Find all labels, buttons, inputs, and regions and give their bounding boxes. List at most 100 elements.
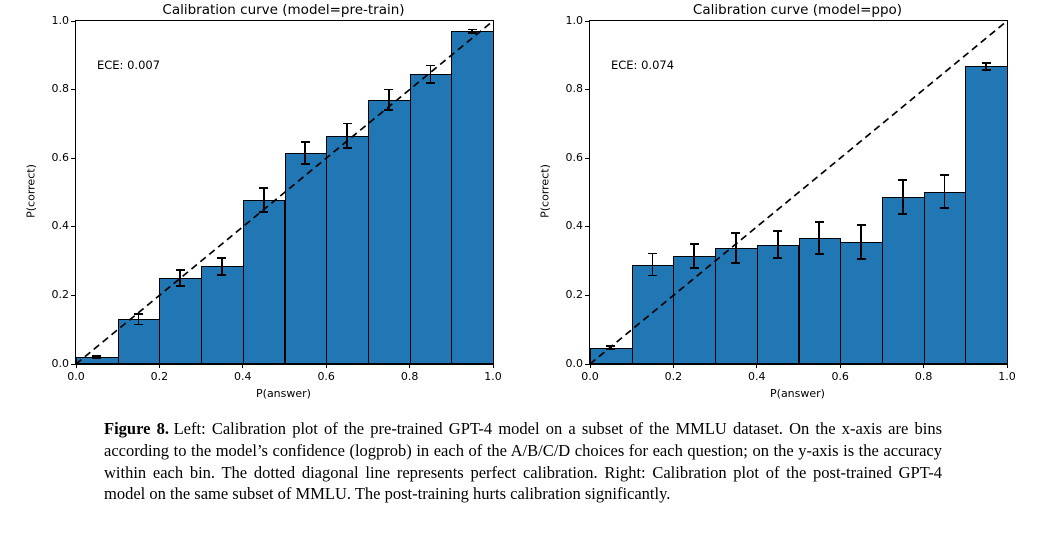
- error-bar-cap-bottom: [300, 163, 310, 166]
- error-bar-cap-bottom: [467, 32, 477, 34]
- error-bar-line: [693, 243, 696, 269]
- x-tick-label: 0.6: [317, 370, 335, 383]
- histogram-bar: [715, 248, 758, 364]
- error-bar-cap-top: [217, 256, 227, 259]
- error-bar-cap-bottom: [217, 273, 227, 276]
- error-bar-line: [651, 253, 654, 276]
- error-bar-cap-top: [856, 224, 866, 226]
- y-axis-tick: [585, 157, 589, 159]
- y-tick-label: 1.0: [51, 13, 70, 27]
- x-tick-label: 0.6: [831, 370, 849, 383]
- error-bar-cap-bottom: [259, 211, 269, 213]
- y-axis-tick: [71, 294, 75, 296]
- error-bar-cap-bottom: [134, 323, 144, 326]
- error-bar-cap-bottom: [384, 109, 394, 112]
- y-tick-label: 0.0: [51, 356, 70, 370]
- error-bar-line: [943, 175, 946, 209]
- error-bar-cap-top: [467, 28, 477, 31]
- histogram-bar: [284, 153, 328, 364]
- histogram-bar: [631, 264, 675, 364]
- ece-annotation-pretrain: ECE: 0.007: [97, 58, 161, 72]
- y-axis-tick: [71, 157, 75, 159]
- plot-area-pretrain: 0.0 0.2 0.4 0.6 0.8 1.0 0.0 0.2 0.4 0.6 0.8 1.0: [52, 14, 502, 384]
- error-bar-line: [304, 141, 307, 165]
- y-axis-tick: [71, 226, 75, 228]
- error-bar-cap-bottom: [773, 257, 783, 260]
- y-tick-label: 1.0: [565, 13, 584, 27]
- x-axis-tick: [1006, 364, 1008, 368]
- error-bar-line: [860, 225, 862, 260]
- chart-title-ppo: Calibration curve (model=ppo): [692, 2, 903, 18]
- error-bar-cap-bottom: [689, 267, 699, 270]
- histogram-bar: [451, 31, 494, 364]
- y-tick-label: 0.4: [51, 219, 70, 233]
- error-bar-cap-top: [606, 345, 616, 348]
- x-axis-tick: [756, 364, 758, 368]
- histogram-bar: [409, 74, 453, 364]
- error-bar-line: [735, 232, 737, 264]
- error-bar-cap-bottom: [342, 147, 352, 150]
- y-tick-label: 0.8: [565, 82, 584, 96]
- error-bar-cap-top: [384, 88, 394, 91]
- histogram-bar: [590, 347, 633, 364]
- error-bar-cap-bottom: [606, 348, 616, 350]
- y-axis-tick: [585, 294, 589, 296]
- histogram-bar: [326, 135, 369, 364]
- x-axis-tick: [242, 364, 244, 368]
- histogram-bar: [201, 266, 244, 364]
- x-tick-label: 1.0: [998, 370, 1016, 383]
- error-bar-cap-bottom: [981, 68, 991, 71]
- y-axis-tick: [585, 363, 589, 365]
- error-bar-cap-top: [648, 252, 658, 255]
- error-bar-cap-top: [814, 220, 824, 223]
- histogram-bar: [923, 191, 967, 364]
- histogram-bar: [159, 278, 203, 364]
- x-tick-label: 0.0: [581, 370, 599, 383]
- error-bar-line: [262, 188, 265, 213]
- x-tick-label: 0.0: [67, 370, 85, 383]
- error-bar-line: [387, 89, 390, 111]
- error-bar-cap-bottom: [856, 258, 866, 261]
- x-axis-tick: [589, 364, 591, 368]
- error-bar-cap-top: [342, 122, 352, 125]
- error-bar-cap-top: [134, 313, 144, 316]
- error-bar-cap-bottom: [175, 285, 185, 288]
- histogram-bar: [965, 66, 1008, 364]
- y-axis-tick: [585, 20, 589, 22]
- error-bar-cap-top: [898, 178, 908, 181]
- y-tick-label: 0.4: [565, 219, 584, 233]
- error-bar-line: [776, 230, 779, 259]
- histogram-bar: [117, 319, 161, 364]
- y-tick-label: 0.6: [565, 150, 584, 164]
- y-axis-tick: [585, 89, 589, 91]
- x-tick-label: 0.8: [400, 370, 419, 383]
- x-axis-tick: [492, 364, 494, 368]
- ece-annotation-ppo: ECE: 0.074: [611, 58, 675, 72]
- error-bar-cap-top: [92, 354, 102, 357]
- y-tick-label: 0.2: [51, 287, 70, 301]
- error-bar-line: [179, 270, 182, 287]
- error-bar-cap-bottom: [898, 213, 908, 215]
- error-bar-cap-top: [939, 174, 949, 177]
- plot-area-ppo: 0.0 0.2 0.4 0.6 0.8 1.0 0.0 0.2 0.4 0.6 0.8 1.0: [566, 14, 1016, 384]
- error-bar-cap-bottom: [648, 274, 658, 277]
- error-bar-cap-top: [689, 242, 699, 245]
- histogram-bar: [881, 196, 925, 364]
- histogram-bar: [756, 244, 800, 364]
- x-axis-tick: [158, 364, 160, 368]
- error-bar-line: [818, 221, 821, 254]
- x-tick-label: 0.2: [664, 370, 683, 383]
- y-tick-label: 0.2: [565, 287, 584, 301]
- error-bar-cap-bottom: [731, 262, 741, 265]
- x-axis-tick: [923, 364, 925, 368]
- x-tick-label: 0.8: [914, 370, 933, 383]
- y-axis-tick: [585, 226, 589, 228]
- x-tick-label: 0.4: [234, 370, 252, 383]
- error-bar-line: [346, 123, 348, 149]
- x-axis-label-ppo: P(answer): [770, 387, 825, 400]
- error-bar-cap-top: [259, 187, 269, 189]
- error-bar-cap-top: [731, 232, 741, 234]
- y-axis-tick: [71, 20, 75, 22]
- x-axis-tick: [409, 364, 411, 368]
- x-axis-tick: [75, 364, 77, 368]
